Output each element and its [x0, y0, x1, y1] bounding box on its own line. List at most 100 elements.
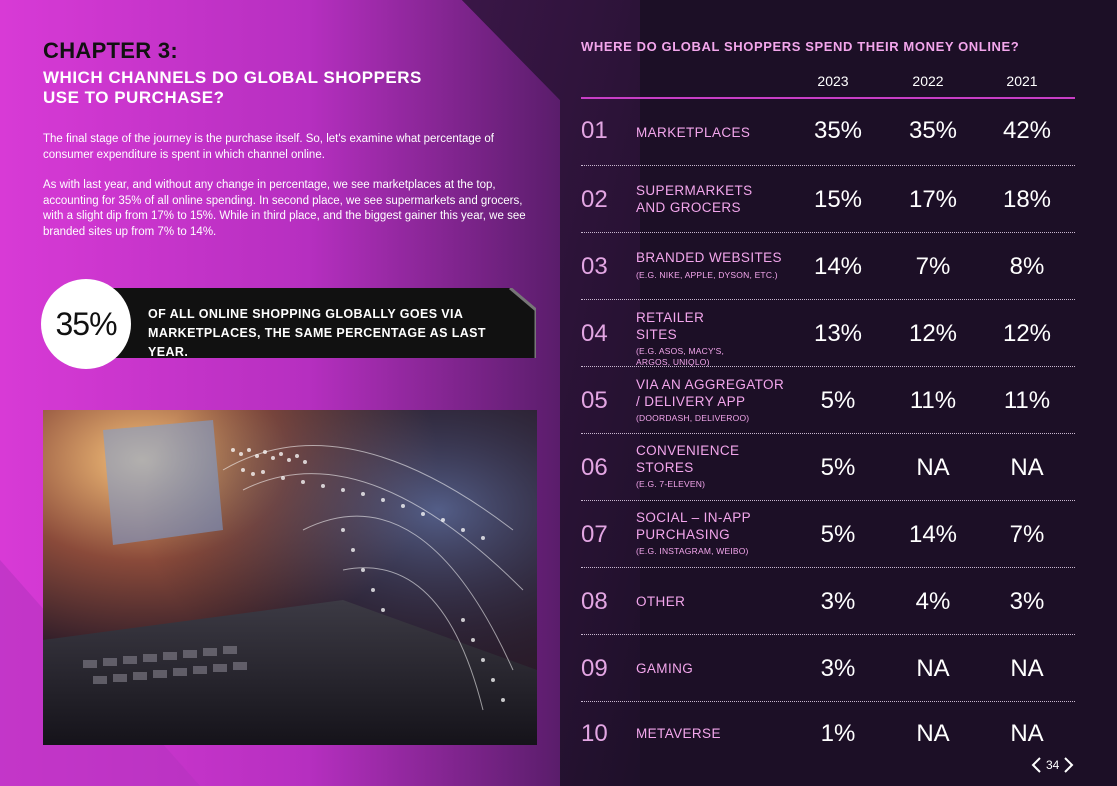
- row-number: 07: [581, 521, 608, 548]
- row-label-main: SUPERMARKETS AND GROCERS: [636, 183, 753, 215]
- row-label: OTHER: [636, 594, 811, 611]
- row-divider: [581, 433, 1075, 434]
- row-label-sub: (DOORDASH, DELIVEROO): [636, 413, 750, 423]
- table-row: 04 RETAILER SITES (E.G. ASOS, MACY'S, AR…: [581, 300, 1075, 367]
- chevron-left-icon[interactable]: [1030, 756, 1042, 774]
- value-2022: 12%: [908, 320, 958, 347]
- table-header-line: [581, 97, 1075, 99]
- value-2023: 5%: [820, 387, 856, 414]
- row-label: VIA AN AGGREGATOR / DELIVERY APP (DOORDA…: [636, 377, 786, 424]
- value-2022: 7%: [915, 253, 951, 280]
- row-divider: [581, 567, 1075, 568]
- year-header-2022: 2022: [912, 73, 944, 89]
- row-label-main: CONVENIENCE STORES: [636, 443, 740, 475]
- row-label: MARKETPLACES: [636, 125, 811, 142]
- row-label: GAMING: [636, 661, 811, 678]
- table-row: 05 VIA AN AGGREGATOR / DELIVERY APP (DOO…: [581, 367, 1075, 434]
- value-2021: 7%: [1009, 521, 1045, 548]
- callout-stat: 35%: [55, 305, 117, 342]
- value-2021: NA: [1010, 454, 1044, 481]
- value-2021: 12%: [1002, 320, 1052, 347]
- row-label: RETAILER SITES (E.G. ASOS, MACY'S, ARGOS…: [636, 310, 746, 368]
- value-2021: NA: [1010, 720, 1044, 747]
- table-row: 06 CONVENIENCE STORES (E.G. 7-ELEVEN) 5%…: [581, 434, 1075, 501]
- table-row: 09 GAMING 3% NA NA: [581, 635, 1075, 702]
- row-label-main: GAMING: [636, 661, 694, 676]
- chapter-header: CHAPTER 3: WHICH CHANNELS DO GLOBAL SHOP…: [43, 38, 533, 108]
- value-2023: 13%: [813, 320, 863, 347]
- intro-paragraph-2: As with last year, and without any chang…: [43, 179, 526, 238]
- row-number: 06: [581, 454, 608, 481]
- value-2023: 3%: [820, 588, 856, 615]
- table-row: 02 SUPERMARKETS AND GROCERS 15% 17% 18%: [581, 166, 1075, 233]
- page-navigation: 34: [1030, 756, 1075, 774]
- value-2021: 18%: [1002, 186, 1052, 213]
- table-title: WHERE DO GLOBAL SHOPPERS SPEND THEIR MON…: [581, 39, 1020, 54]
- table-row: 03 BRANDED WEBSITES (E.G. NIKE, APPLE, D…: [581, 233, 1075, 300]
- value-2021: NA: [1010, 655, 1044, 682]
- callout-stat-circle: 35%: [41, 279, 131, 369]
- row-number: 05: [581, 387, 608, 414]
- page-number: 34: [1046, 758, 1060, 772]
- row-label: METAVERSE: [636, 726, 811, 743]
- row-label-main: VIA AN AGGREGATOR / DELIVERY APP: [636, 377, 785, 409]
- row-divider: [581, 232, 1075, 233]
- chapter-subtitle: WHICH CHANNELS DO GLOBAL SHOPPERS USE TO…: [43, 68, 422, 107]
- year-header-2021: 2021: [1006, 73, 1038, 89]
- value-2021: 11%: [1003, 387, 1051, 414]
- value-2023: 35%: [813, 117, 863, 144]
- row-divider: [581, 634, 1075, 635]
- callout-banner: [70, 288, 536, 358]
- row-label-sub: (E.G. ASOS, MACY'S, ARGOS, UNIQLO): [636, 346, 725, 367]
- row-divider: [581, 701, 1075, 702]
- value-2023: 3%: [820, 655, 856, 682]
- table-row: 08 OTHER 3% 4% 3%: [581, 568, 1075, 635]
- photo-illustration: [43, 410, 537, 745]
- row-label-main: METAVERSE: [636, 726, 721, 741]
- row-label-main: BRANDED WEBSITES: [636, 250, 782, 265]
- table-row: 01 MARKETPLACES 35% 35% 42%: [581, 99, 1075, 166]
- row-label-main: RETAILER SITES: [636, 310, 705, 342]
- row-divider: [581, 165, 1075, 166]
- value-2022: 11%: [909, 387, 957, 414]
- table-row: 07 SOCIAL – IN-APP PURCHASING (E.G. INST…: [581, 501, 1075, 568]
- value-2023: 1%: [820, 720, 856, 747]
- value-2022: 17%: [908, 186, 958, 213]
- value-2022: 35%: [908, 117, 958, 144]
- laptop-world-map-photo: [43, 410, 537, 745]
- value-2023: 15%: [813, 186, 863, 213]
- row-number: 10: [581, 720, 608, 747]
- callout-text: OF ALL ONLINE SHOPPING GLOBALLY GOES VIA…: [148, 307, 486, 359]
- year-header-2023: 2023: [817, 73, 849, 89]
- value-2022: NA: [916, 720, 950, 747]
- value-2023: 5%: [820, 454, 856, 481]
- value-2023: 14%: [813, 253, 863, 280]
- table-row: 10 METAVERSE 1% NA NA: [581, 702, 1075, 757]
- row-divider: [581, 366, 1075, 367]
- value-2023: 5%: [820, 521, 856, 548]
- chevron-right-icon[interactable]: [1063, 756, 1075, 774]
- row-label-sub: (E.G. INSTAGRAM, WEIBO): [636, 546, 749, 556]
- value-2021: 42%: [1002, 117, 1052, 144]
- intro-paragraph-1: The final stage of the journey is the pu…: [43, 133, 494, 161]
- row-label-main: SOCIAL – IN-APP PURCHASING: [636, 510, 751, 542]
- row-label-sub: (E.G. 7-ELEVEN): [636, 479, 706, 489]
- row-number: 08: [581, 588, 608, 615]
- value-2021: 8%: [1009, 253, 1045, 280]
- row-divider: [581, 500, 1075, 501]
- row-number: 01: [581, 117, 608, 144]
- value-2022: NA: [916, 454, 950, 481]
- row-label: SUPERMARKETS AND GROCERS: [636, 183, 766, 216]
- row-number: 04: [581, 320, 608, 347]
- chapter-heading: CHAPTER 3:: [43, 38, 179, 63]
- row-label: CONVENIENCE STORES (E.G. 7-ELEVEN): [636, 443, 746, 490]
- value-2022: 14%: [908, 521, 958, 548]
- value-2021: 3%: [1009, 588, 1045, 615]
- row-label-main: MARKETPLACES: [636, 125, 751, 140]
- row-label: BRANDED WEBSITES (E.G. NIKE, APPLE, DYSO…: [636, 250, 811, 281]
- row-label-main: OTHER: [636, 594, 686, 609]
- row-number: 02: [581, 186, 608, 213]
- row-number: 09: [581, 655, 608, 682]
- row-divider: [581, 299, 1075, 300]
